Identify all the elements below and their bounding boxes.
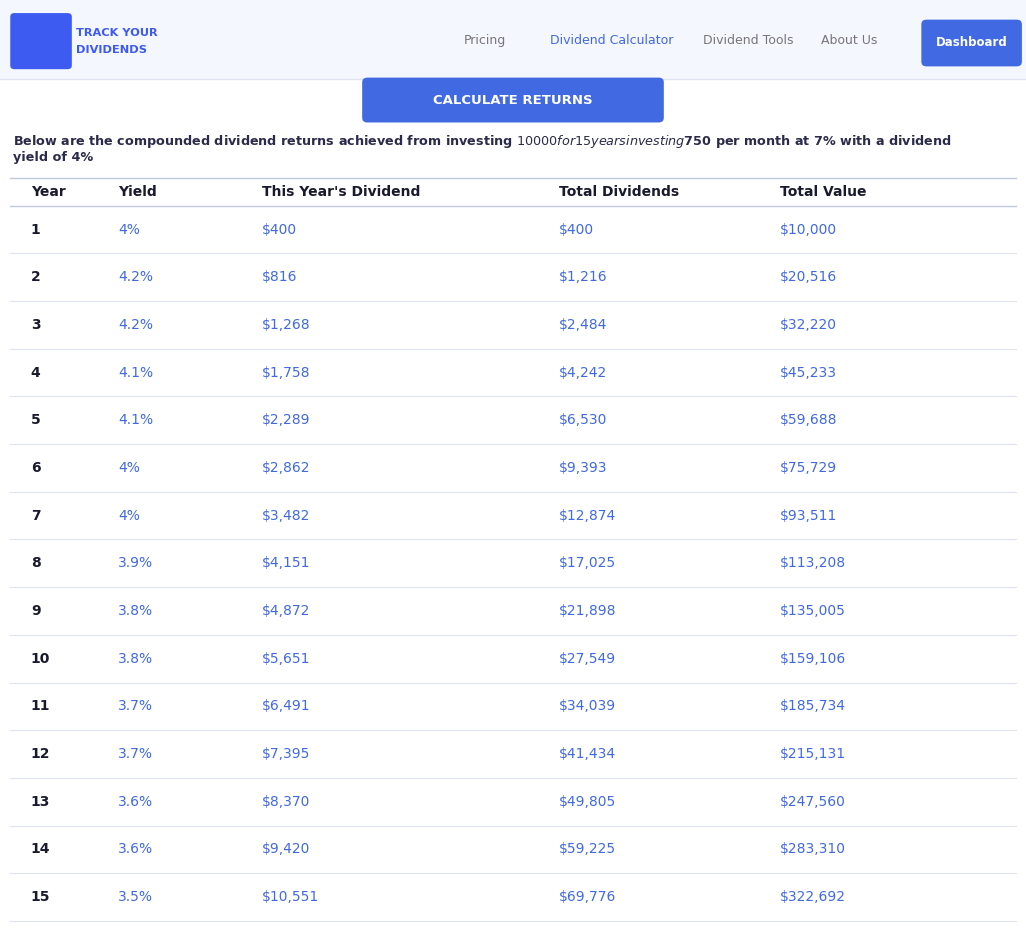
Text: 13: 13 [31, 795, 50, 809]
Text: Below are the compounded dividend returns achieved from investing $10000 for 15 : Below are the compounded dividend return… [13, 133, 952, 150]
Text: $4,242: $4,242 [559, 366, 607, 380]
Text: 3.5%: 3.5% [118, 890, 153, 904]
Text: $1,758: $1,758 [262, 366, 310, 380]
Text: $185,734: $185,734 [780, 699, 845, 713]
Text: 9: 9 [31, 604, 40, 618]
Text: 3.7%: 3.7% [118, 699, 153, 713]
Text: Total Dividends: Total Dividends [559, 185, 679, 198]
Text: 3.6%: 3.6% [118, 795, 153, 809]
Text: $59,688: $59,688 [780, 413, 837, 427]
Text: 4%: 4% [118, 461, 140, 475]
Text: $8,370: $8,370 [262, 795, 310, 809]
Text: CALCULATE RETURNS: CALCULATE RETURNS [433, 94, 593, 107]
Text: 14: 14 [31, 842, 50, 856]
Text: This Year's Dividend: This Year's Dividend [262, 185, 420, 198]
Text: $69,776: $69,776 [559, 890, 617, 904]
Text: $17,025: $17,025 [559, 556, 617, 570]
Text: 1: 1 [31, 223, 41, 237]
FancyBboxPatch shape [10, 13, 72, 69]
Text: $322,692: $322,692 [780, 890, 845, 904]
FancyBboxPatch shape [0, 0, 1026, 79]
Text: $2,289: $2,289 [262, 413, 310, 427]
Text: 5: 5 [31, 413, 41, 427]
Text: $247,560: $247,560 [780, 795, 845, 809]
Text: 3.7%: 3.7% [118, 747, 153, 761]
Text: 2: 2 [31, 270, 41, 284]
Text: $5,651: $5,651 [262, 652, 310, 666]
Text: 6: 6 [31, 461, 40, 475]
FancyBboxPatch shape [362, 78, 664, 122]
Text: 7: 7 [31, 509, 40, 523]
Text: $93,511: $93,511 [780, 509, 837, 523]
Text: About Us: About Us [821, 34, 877, 47]
Text: $113,208: $113,208 [780, 556, 845, 570]
Text: 8: 8 [31, 556, 41, 570]
Text: $1,268: $1,268 [262, 318, 310, 332]
Text: Dividend Tools: Dividend Tools [703, 34, 793, 47]
Text: $400: $400 [262, 223, 297, 237]
Text: Pricing: Pricing [464, 34, 506, 47]
Text: Dashboard: Dashboard [936, 36, 1008, 49]
Text: $2,484: $2,484 [559, 318, 607, 332]
Text: 11: 11 [31, 699, 50, 713]
Text: $6,530: $6,530 [559, 413, 607, 427]
Text: 10: 10 [31, 652, 50, 666]
Text: $7,395: $7,395 [262, 747, 310, 761]
Text: $400: $400 [559, 223, 594, 237]
Text: Total Value: Total Value [780, 185, 866, 198]
Text: $215,131: $215,131 [780, 747, 845, 761]
Text: $10,000: $10,000 [780, 223, 837, 237]
Text: $159,106: $159,106 [780, 652, 846, 666]
Text: $32,220: $32,220 [780, 318, 837, 332]
Text: $41,434: $41,434 [559, 747, 617, 761]
Text: $6,491: $6,491 [262, 699, 310, 713]
Text: 4%: 4% [118, 223, 140, 237]
Text: $283,310: $283,310 [780, 842, 845, 856]
Text: 4.1%: 4.1% [118, 366, 153, 380]
Text: $75,729: $75,729 [780, 461, 837, 475]
Text: 3.6%: 3.6% [118, 842, 153, 856]
Text: Dividend Calculator: Dividend Calculator [550, 34, 673, 47]
Text: $27,549: $27,549 [559, 652, 617, 666]
Text: $10,551: $10,551 [262, 890, 319, 904]
Text: $34,039: $34,039 [559, 699, 617, 713]
Text: $4,872: $4,872 [262, 604, 310, 618]
Text: $49,805: $49,805 [559, 795, 617, 809]
Text: $9,393: $9,393 [559, 461, 607, 475]
Text: 3: 3 [31, 318, 40, 332]
Text: $21,898: $21,898 [559, 604, 617, 618]
Text: $4,151: $4,151 [262, 556, 310, 570]
Text: $20,516: $20,516 [780, 270, 837, 284]
Text: $9,420: $9,420 [262, 842, 310, 856]
Text: $59,225: $59,225 [559, 842, 617, 856]
Text: yield of 4%: yield of 4% [13, 151, 93, 165]
Text: $12,874: $12,874 [559, 509, 617, 523]
Text: $2,862: $2,862 [262, 461, 310, 475]
Text: $3,482: $3,482 [262, 509, 310, 523]
Text: 3.9%: 3.9% [118, 556, 153, 570]
FancyBboxPatch shape [921, 20, 1022, 66]
Text: DIVIDENDS: DIVIDENDS [76, 45, 147, 55]
Text: $135,005: $135,005 [780, 604, 845, 618]
Text: Yield: Yield [118, 185, 157, 198]
Text: TRACK YOUR: TRACK YOUR [76, 28, 158, 38]
Text: $45,233: $45,233 [780, 366, 837, 380]
Text: 4: 4 [31, 366, 41, 380]
Text: 3.8%: 3.8% [118, 604, 153, 618]
Text: $816: $816 [262, 270, 298, 284]
Text: 4.2%: 4.2% [118, 318, 153, 332]
Text: 4.1%: 4.1% [118, 413, 153, 427]
Text: $1,216: $1,216 [559, 270, 607, 284]
Text: 3.8%: 3.8% [118, 652, 153, 666]
Text: 15: 15 [31, 890, 50, 904]
Text: 4%: 4% [118, 509, 140, 523]
Text: 12: 12 [31, 747, 50, 761]
Text: 4.2%: 4.2% [118, 270, 153, 284]
Text: Year: Year [31, 185, 66, 198]
